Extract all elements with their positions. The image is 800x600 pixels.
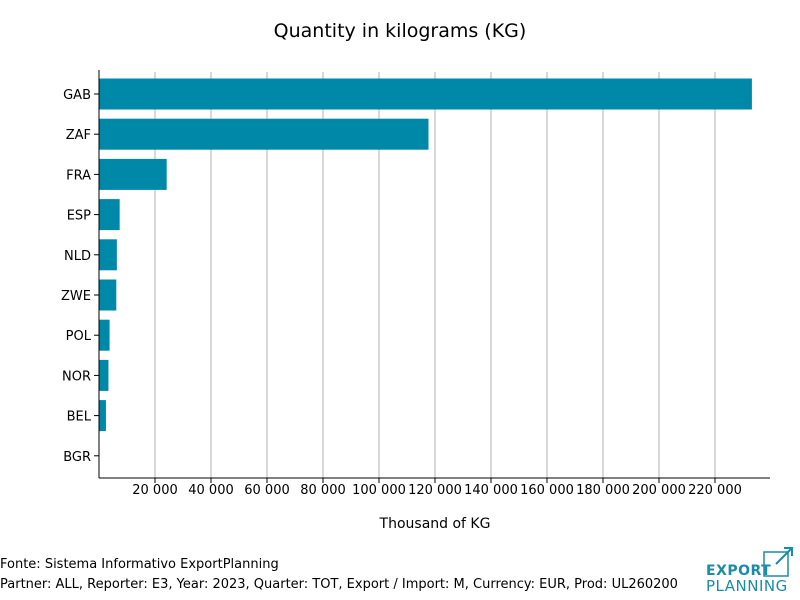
x-tick-label: 60 000 (244, 483, 290, 498)
logo-mark-icon (763, 547, 793, 577)
exportplanning-logo: EXPORT PLANNING (706, 546, 796, 595)
x-tick-label: 140 000 (464, 483, 518, 498)
x-tick-label: 180 000 (576, 483, 630, 498)
y-tick-label: ESP (67, 209, 91, 224)
x-axis-label: Thousand of KG (379, 516, 491, 532)
y-tick-label: ZAF (66, 128, 91, 143)
gridlines (154, 72, 716, 478)
chart-title: Quantity in kilograms (KG) (273, 20, 527, 42)
x-tick-label: 220 000 (688, 483, 742, 498)
y-tick-label: FRA (66, 168, 91, 183)
axes: 20 000 40 000 60 000 80 000 100 000 120 000 14… (61, 70, 770, 498)
logo-word-export: EXPORT (706, 563, 772, 579)
y-tick-label: NOR (62, 369, 91, 384)
y-tick-label: ZWE (61, 289, 91, 304)
x-tick-label: 80 000 (300, 483, 346, 498)
y-tick-label: BGR (63, 450, 91, 465)
bar-esp (99, 199, 120, 231)
bar-gab (99, 78, 752, 110)
bar-bel (99, 400, 106, 432)
bar-pol (99, 319, 110, 351)
bar-fra (99, 158, 167, 190)
y-tick-label: BEL (67, 410, 92, 425)
x-tick-label: 160 000 (520, 483, 574, 498)
bar-zwe (99, 279, 117, 311)
logo-word-planning: PLANNING (706, 577, 788, 595)
bar-nld (99, 239, 117, 271)
y-tick-label: POL (66, 329, 92, 344)
x-tick-label: 200 000 (632, 483, 686, 498)
bar-zaf (99, 118, 429, 150)
bar-nor (99, 359, 109, 391)
x-tick-label: 120 000 (408, 483, 462, 498)
y-tick-label: NLD (64, 249, 91, 264)
bars (99, 78, 752, 432)
query-parameters: Partner: ALL, Reporter: E3, Year: 2023, … (0, 577, 678, 592)
x-tick-label: 20 000 (132, 483, 178, 498)
x-tick-label: 100 000 (352, 483, 406, 498)
source-note: Fonte: Sistema Informativo ExportPlannin… (0, 557, 279, 572)
x-tick-label: 40 000 (188, 483, 234, 498)
y-tick-label: GAB (63, 88, 91, 103)
